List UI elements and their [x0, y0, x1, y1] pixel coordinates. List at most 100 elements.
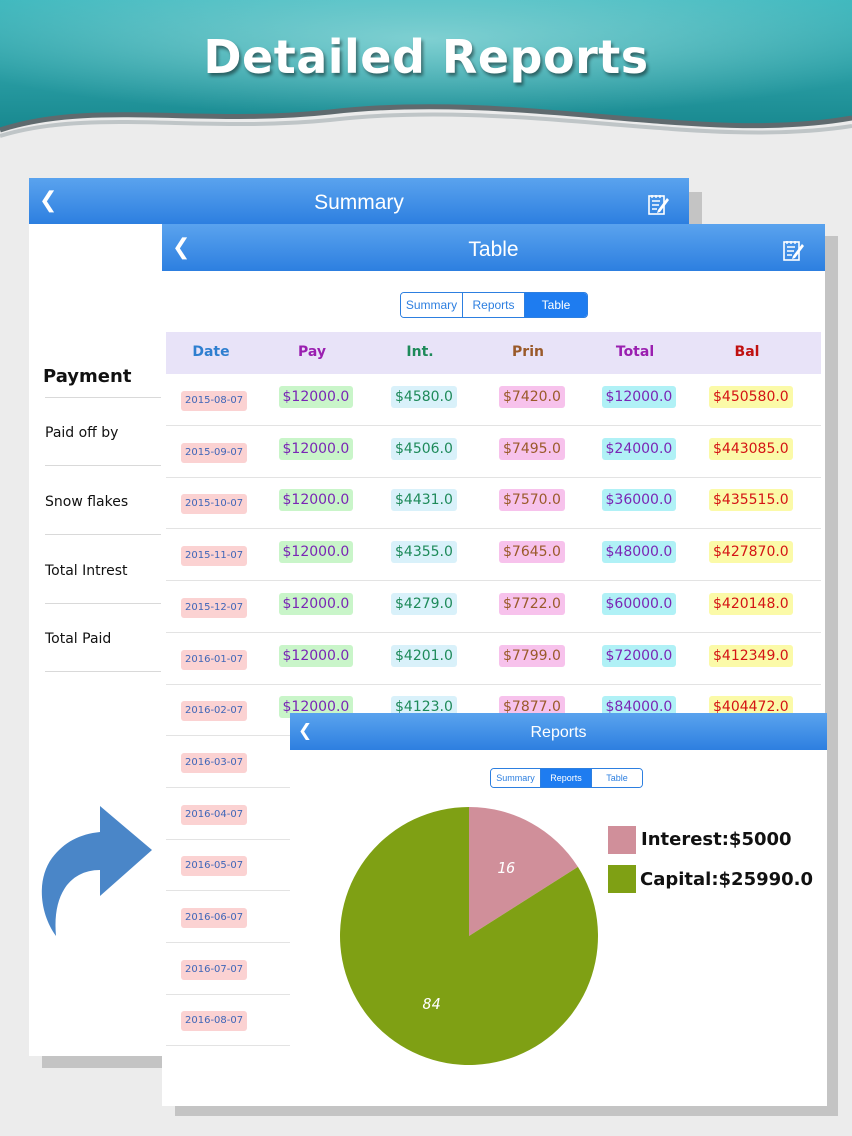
cell-bal: $443085.0: [709, 437, 793, 460]
segment-table[interactable]: Table: [525, 293, 587, 317]
legend-swatch-interest: [608, 826, 636, 854]
cell-pay: $12000.0: [278, 592, 354, 615]
table-row[interactable]: 2015-08-07 $12000.0 $4580.0 $7420.0 $12000.0…: [166, 374, 821, 426]
cell-prin: $7877.0: [499, 696, 565, 719]
banner-wave-background: [0, 0, 852, 138]
back-chevron-icon[interactable]: ❮: [39, 188, 58, 213]
cell-pay: $12000.0: [278, 541, 354, 564]
cell-date: 2015-09-07: [181, 442, 248, 463]
summary-row-label: Paid off by: [45, 425, 119, 441]
legend-label-interest: Interest:$5000: [641, 829, 792, 850]
summary-separator: [45, 465, 161, 466]
cell-date: 2016-02-07: [181, 701, 248, 722]
cell-date: 2016-05-07: [181, 856, 248, 877]
pie-slice-interest: [469, 807, 578, 936]
back-chevron-icon[interactable]: ❮: [172, 235, 191, 260]
table-header: Date Pay Int. Prin Total Bal: [166, 332, 821, 374]
reports-nav-bar: ❮ Reports: [290, 713, 827, 750]
table-row[interactable]: 2016-01-07 $12000.0 $4201.0 $7799.0 $72000.0…: [166, 633, 821, 685]
summary-nav-title: Summary: [314, 191, 404, 214]
cell-prin: $7799.0: [499, 644, 565, 667]
column-header-bal: Bal: [734, 344, 760, 360]
banner: Detailed Reports: [0, 0, 852, 150]
cell-bal: $435515.0: [709, 489, 793, 512]
pie-label-interest: 16: [497, 859, 515, 877]
segment-summary[interactable]: Summary: [491, 769, 541, 787]
cell-int: $4279.0: [391, 592, 457, 615]
cell-bal: $427870.0: [709, 541, 793, 564]
cell-pay: $12000.0: [278, 489, 354, 512]
cell-total: $36000.0: [601, 489, 677, 512]
edit-note-icon[interactable]: [782, 238, 806, 262]
table-nav-title: Table: [468, 238, 519, 261]
segment-table[interactable]: Table: [592, 769, 642, 787]
cell-date: 2015-12-07: [181, 597, 248, 618]
segment-reports[interactable]: Reports: [541, 769, 592, 787]
cell-total: $72000.0: [601, 644, 677, 667]
reports-panel: ❮ Reports Summary Reports Table 16 84 Int…: [290, 713, 827, 1106]
segment-summary[interactable]: Summary: [401, 293, 463, 317]
summary-separator: [45, 534, 161, 535]
table-row[interactable]: 2015-12-07 $12000.0 $4279.0 $7722.0 $60000.0…: [166, 581, 821, 633]
cell-int: $4201.0: [391, 644, 457, 667]
reports-nav-title: Reports: [530, 724, 587, 741]
cell-int: $4123.0: [391, 696, 457, 719]
cell-date: 2015-10-07: [181, 494, 248, 515]
cell-date: 2016-08-07: [181, 1011, 248, 1032]
cell-bal: $404472.0: [709, 696, 793, 719]
edit-note-icon[interactable]: [647, 192, 671, 216]
curved-arrow-icon: [41, 806, 152, 936]
cell-date: 2016-04-07: [181, 804, 248, 825]
reports-segmented-control: Summary Reports Table: [490, 768, 643, 788]
cell-date: 2016-07-07: [181, 959, 248, 980]
cell-bal: $450580.0: [709, 386, 793, 408]
summary-row-label: Total Paid: [45, 631, 112, 647]
cell-prin: $7570.0: [499, 489, 565, 512]
cell-date: 2016-06-07: [181, 908, 248, 928]
cell-total: $12000.0: [601, 386, 677, 408]
summary-separator: [45, 671, 161, 672]
cell-date: 2016-01-07: [181, 649, 248, 670]
column-header-date: Date: [192, 344, 230, 360]
payment-heading: Payment: [43, 366, 132, 387]
table-segmented-control: Summary Reports Table: [400, 292, 588, 318]
cell-pay: $12000.0: [278, 386, 354, 408]
cell-pay: $12000.0: [278, 437, 354, 460]
column-header-total: Total: [615, 344, 655, 360]
cell-date: 2015-11-07: [181, 546, 248, 567]
legend-label-capital: Capital:$25990.0: [640, 869, 814, 890]
cell-prin: $7495.0: [499, 437, 565, 460]
column-header-prin: Prin: [512, 344, 544, 360]
cell-total: $48000.0: [601, 541, 677, 564]
pie-label-capital: 84: [423, 995, 441, 1013]
summary-nav-bar: ❮ Summary: [29, 178, 689, 224]
cell-int: $4355.0: [391, 541, 457, 564]
pie-slice-capital: [340, 807, 598, 1065]
table-row[interactable]: 2015-10-07 $12000.0 $4431.0 $7570.0 $36000.0…: [166, 477, 821, 530]
column-header-pay: Pay: [297, 344, 327, 360]
cell-total: $84000.0: [601, 696, 677, 719]
legend-swatch-capital: [608, 865, 636, 893]
cell-prin: $7420.0: [499, 386, 565, 408]
cell-prin: $7645.0: [499, 541, 565, 564]
cell-pay: $12000.0: [278, 644, 354, 667]
summary-row-label: Total Intrest: [45, 563, 128, 579]
table-nav-bar: ❮ Table: [162, 224, 825, 271]
cell-total: $24000.0: [601, 437, 677, 460]
table-row[interactable]: 2015-11-07 $12000.0 $4355.0 $7645.0 $48000.0…: [166, 529, 821, 582]
back-chevron-icon[interactable]: ❮: [298, 721, 313, 741]
cell-date: 2016-03-07: [181, 752, 248, 773]
summary-separator: [45, 397, 161, 398]
cell-prin: $7722.0: [499, 592, 565, 615]
cell-bal: $412349.0: [709, 644, 793, 667]
table-row[interactable]: 2016-02-07 $12000.0 $4123.0 $7877.0 $84000.0…: [166, 684, 821, 737]
cell-bal: $420148.0: [709, 592, 793, 615]
segment-reports[interactable]: Reports: [463, 293, 525, 317]
cell-pay: $12000.0: [278, 696, 354, 719]
cell-date: 2015-08-07: [181, 391, 248, 411]
cell-total: $60000.0: [601, 592, 677, 615]
table-row[interactable]: 2015-09-07 $12000.0 $4506.0 $7495.0 $24000.0…: [166, 426, 821, 478]
cell-int: $4580.0: [391, 386, 457, 408]
summary-row-label: Snow flakes: [45, 494, 129, 510]
